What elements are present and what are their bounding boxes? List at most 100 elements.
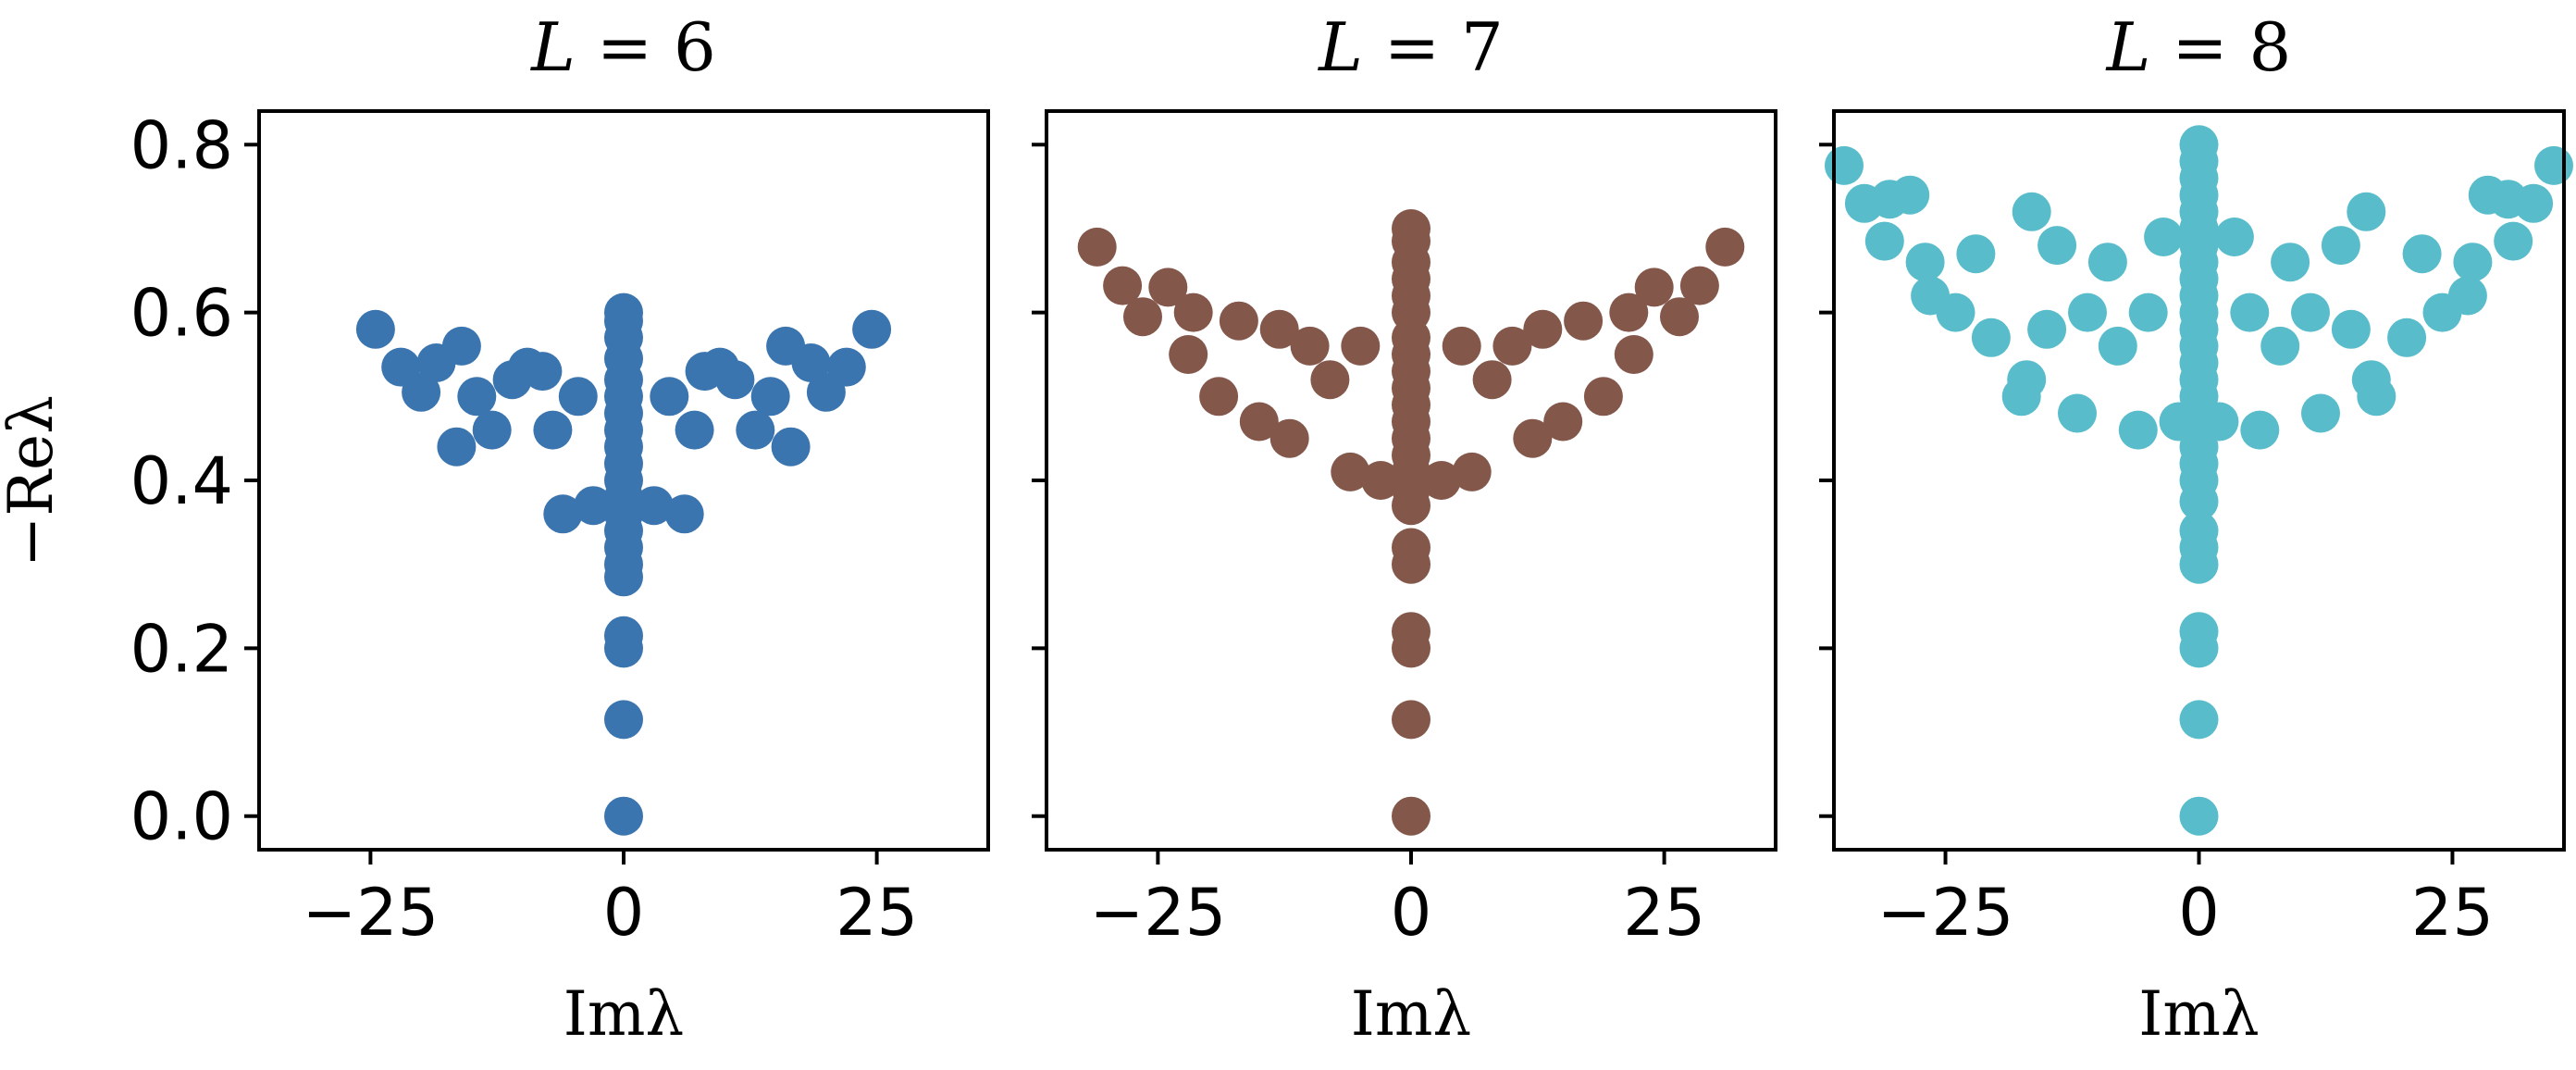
data-point [1472,360,1512,400]
data-point [457,377,497,417]
data-point [1392,796,1430,836]
data-point [441,326,481,366]
data-point [2291,292,2330,332]
data-point [750,377,790,417]
data-point [1173,292,1213,332]
x-tick-label: 25 [1623,875,1705,951]
data-point [2214,218,2254,256]
x-tick-label: −25 [1090,875,1227,951]
x-tick-label: 0 [1391,875,1432,951]
data-point [1199,377,1239,417]
data-point [2027,309,2067,349]
panel-title: L = 8 [2105,8,2292,86]
data-point [533,410,573,450]
data-point [766,326,806,366]
data-point [604,796,643,836]
data-point [543,494,583,534]
data-point [2179,796,2219,836]
data-point [2179,511,2219,551]
data-point [2128,292,2168,332]
data-point [2468,175,2508,215]
data-point [1392,612,1430,652]
x-tick-label: 0 [2178,875,2220,951]
data-point [1905,243,1945,282]
scatter-series [355,292,892,836]
data-point [2087,243,2127,282]
panel-title: L = 6 [529,8,716,86]
scatter-series [1077,209,1745,836]
x-axis-label: Imλ [2138,978,2260,1050]
data-point [634,486,674,526]
data-point [2453,243,2493,282]
panel-1: −25 0 25 0.0 0.2 0.4 0.6 0.8 L = 6 Imλ [130,8,990,1050]
data-point [1614,335,1653,374]
data-point [1392,528,1430,567]
data-point [1331,452,1370,491]
data-point [2179,612,2219,652]
data-point [2230,292,2270,332]
x-tick-label: −25 [1877,875,2014,951]
x-tick-label: 25 [836,875,918,951]
data-point [806,372,846,412]
data-point [1705,227,1745,267]
data-point [1452,452,1492,491]
data-point [675,410,714,450]
data-point [2260,326,2300,366]
data-point [2179,700,2219,740]
data-point [664,494,704,534]
data-point [604,292,643,332]
data-point [1269,418,1309,458]
data-point [1679,266,1719,305]
data-point [1219,301,1258,341]
data-point [1123,297,1162,337]
data-point [1442,326,1481,366]
data-point [1513,418,1553,458]
data-point [604,616,643,655]
y-tick-label: 0.6 [130,276,233,352]
data-point [1077,227,1117,267]
data-point [2144,218,2184,256]
data-point [558,377,598,417]
data-point [1310,360,1350,400]
data-point [1341,326,1381,366]
data-point [2179,125,2219,165]
data-point [1421,461,1461,500]
x-tick-label: −25 [303,875,440,951]
data-point [2402,234,2442,274]
data-point [2301,393,2340,433]
data-point [1936,292,1975,332]
data-point [1634,268,1674,307]
data-point [2347,192,2386,231]
y-axis-label: −Reλ [0,395,67,567]
data-point [2240,410,2280,450]
data-point [2534,145,2573,185]
panel-2: −25 0 25 L = 7 Imλ [1032,8,1777,1050]
data-point [472,410,512,450]
data-point [1609,292,1649,332]
data-point [2494,221,2533,261]
data-point [852,309,892,349]
data-point [437,427,477,467]
data-point [1583,377,1623,417]
panel-3: −25 0 25 L = 8 Imλ [1819,8,2573,1050]
data-point [2098,326,2137,366]
data-point [1825,145,1864,185]
data-point [2068,292,2107,332]
data-point [685,352,724,392]
data-point [1392,209,1430,248]
data-point [355,309,395,349]
panels: −25 0 25 0.0 0.2 0.4 0.6 0.8 L = 6 Imλ −25 0 25 L = 7… [130,8,2573,1050]
data-point [1956,234,1996,274]
data-point [1290,326,1330,366]
data-point [1564,301,1604,341]
data-point [1239,402,1279,442]
data-point [2357,377,2396,417]
y-tick-label: 0.8 [130,107,233,183]
data-point [771,427,811,467]
data-point [2058,393,2097,433]
data-point [1392,700,1430,740]
data-point [1361,461,1401,500]
data-point [2387,317,2427,357]
data-point [523,352,563,392]
data-point [2271,243,2310,282]
